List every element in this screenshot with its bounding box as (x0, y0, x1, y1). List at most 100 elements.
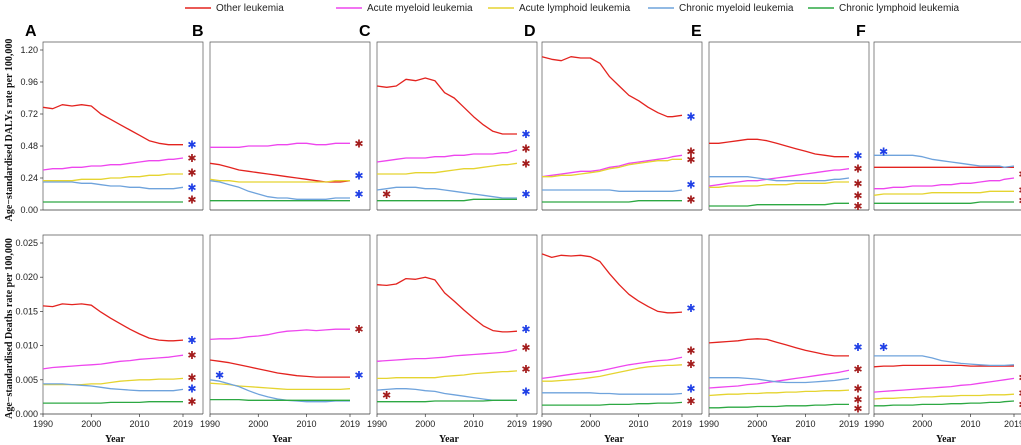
x-tick-label: 1990 (33, 419, 53, 429)
x-tick-label: 2019 (1004, 419, 1021, 429)
panel-c-deaths: 1990 2000 2010 2019 Year ✱ ✱ ✱ ✱ ✱ (367, 234, 538, 445)
panel-frame (376, 41, 538, 210)
significance-star-red: ✱ (187, 349, 196, 362)
series-line-acute-myeloid-leukemia (873, 377, 1015, 393)
significance-star-blue: ✱ (354, 188, 363, 201)
y-tick-label: 0.020 (15, 272, 38, 282)
series-line-other-leukemia (376, 276, 518, 333)
panel-letter-a: A (25, 23, 37, 40)
series-line-chronic-lymphoid-leukemia (377, 399, 517, 403)
significance-star-red: ✱ (853, 200, 862, 213)
significance-star-red: ✱ (686, 193, 695, 206)
series-line-chronic-lymphoid-leukemia (43, 401, 183, 404)
panel-frame (708, 234, 870, 414)
series-line-acute-myeloid-leukemia (210, 142, 350, 148)
significance-star-red: ✱ (853, 363, 862, 376)
panel-e-dalys: E✱✱✱✱✱ (691, 23, 870, 213)
significance-star-red: ✱ (521, 143, 530, 156)
panel-frame (209, 41, 371, 210)
significance-star-red: ✱ (853, 177, 862, 190)
series-line-chronic-lymphoid-leukemia (709, 403, 849, 409)
panel-frame (873, 234, 1021, 414)
significance-star-red: ✱ (853, 163, 862, 176)
series-line-chronic-myeloid-leukemia (709, 377, 850, 384)
significance-star-blue: ✱ (354, 369, 363, 382)
y-tick-label: 0.010 (15, 341, 38, 351)
series-line-other-leukemia (541, 56, 683, 118)
series-line-chronic-lymphoid-leukemia (377, 198, 517, 202)
series-line-other-leukemia (42, 303, 184, 342)
x-axis-title: Year (105, 434, 126, 445)
panel-frame (209, 234, 371, 414)
significance-star-red: ✱ (686, 153, 695, 166)
x-tick-label: 1990 (699, 419, 719, 429)
panel-c-dalys: C✱✱✱✱✱ (359, 23, 538, 211)
legend-label-other-leukemia: Other leukemia (216, 3, 284, 14)
y-tick-label: 0.72 (20, 109, 38, 119)
significance-star-blue: ✱ (521, 323, 530, 336)
panel-a-dalys: A0.000.240.480.720.961.20✱✱✱✱✱ (20, 23, 204, 215)
panel-letter-e: E (691, 23, 702, 40)
series-line-acute-lymphoid-leukemia (873, 393, 1015, 400)
x-tick-label: 1990 (367, 419, 387, 429)
series-line-acute-lymphoid-leukemia (709, 181, 849, 188)
significance-star-red: ✱ (1018, 184, 1021, 197)
significance-star-red: ✱ (187, 167, 196, 180)
x-axis-title: Year (771, 434, 792, 445)
significance-star-red: ✱ (853, 383, 862, 396)
y-tick-label: 0.24 (20, 173, 38, 183)
significance-star-red: ✱ (521, 157, 530, 170)
series-line-acute-lymphoid-leukemia (542, 158, 682, 178)
panel-frame (541, 234, 703, 414)
significance-star-blue: ✱ (879, 145, 888, 158)
significance-star-blue: ✱ (521, 188, 530, 201)
y-tick-label: 0.015 (15, 306, 38, 316)
significance-star-blue: ✱ (354, 169, 363, 182)
series-line-acute-myeloid-leukemia (708, 369, 850, 389)
significance-star-red: ✱ (521, 342, 530, 355)
x-axis-title: Year (272, 434, 293, 445)
x-tick-label: 2019 (839, 419, 859, 429)
series-line-chronic-myeloid-leukemia (542, 392, 683, 395)
panel-b-deaths: 1990 2000 2010 2019 Year ✱ ✱ ✱ (200, 234, 371, 445)
series-line-acute-lymphoid-leukemia (377, 162, 518, 175)
y-tick-label: 1.20 (20, 45, 38, 55)
x-tick-label: 2000 (580, 419, 600, 429)
legend-label-acute-lymphoid-leukemia: Acute lymphoid leukemia (519, 3, 631, 14)
panel-frame (42, 41, 204, 210)
x-tick-label: 2010 (297, 419, 317, 429)
panel-frame (376, 234, 538, 414)
significance-star-red: ✱ (382, 188, 391, 201)
series-line-chronic-myeloid-leukemia (542, 189, 683, 192)
significance-star-red: ✱ (686, 145, 695, 158)
series-line-other-leukemia (209, 359, 350, 378)
significance-star-blue: ✱ (686, 179, 695, 192)
x-tick-label: 2010 (130, 419, 150, 429)
x-tick-label: 2000 (248, 419, 268, 429)
significance-star-red: ✱ (1018, 372, 1021, 385)
series-line-chronic-myeloid-leukemia (376, 388, 517, 401)
series-line-chronic-lymphoid-leukemia (542, 401, 683, 406)
x-tick-label: 2019 (173, 419, 193, 429)
significance-star-blue: ✱ (187, 334, 196, 347)
panel-frame (873, 41, 1021, 210)
panel-a-deaths: 0.000 0.005 0.010 0.015 0.020 0.025 1990 2000 20… (15, 234, 204, 445)
panel-d-dalys: D✱✱✱✱✱ (524, 23, 703, 211)
series-line-chronic-myeloid-leukemia (874, 154, 1015, 168)
series-line-acute-myeloid-leukemia (541, 154, 683, 178)
panel-letter-c: C (359, 23, 371, 40)
panel-b-dalys: B ✱ ✱ ✱ (192, 23, 371, 211)
significance-star-red: ✱ (853, 403, 862, 416)
x-tick-label: 2000 (912, 419, 932, 429)
panel-frame (42, 234, 204, 414)
series-line-chronic-myeloid-leukemia (209, 180, 350, 200)
significance-star-blue: ✱ (187, 139, 196, 152)
series-line-acute-myeloid-leukemia (42, 354, 184, 370)
series-line-chronic-myeloid-leukemia (209, 379, 350, 403)
plot-grid: Age−standardised DALYs rate per 100,000 A… (4, 23, 1021, 445)
significance-star-red: ✱ (686, 358, 695, 371)
series-line-other-leukemia (541, 253, 683, 314)
significance-star-red: ✱ (853, 189, 862, 202)
series-line-chronic-myeloid-leukemia (376, 186, 517, 199)
